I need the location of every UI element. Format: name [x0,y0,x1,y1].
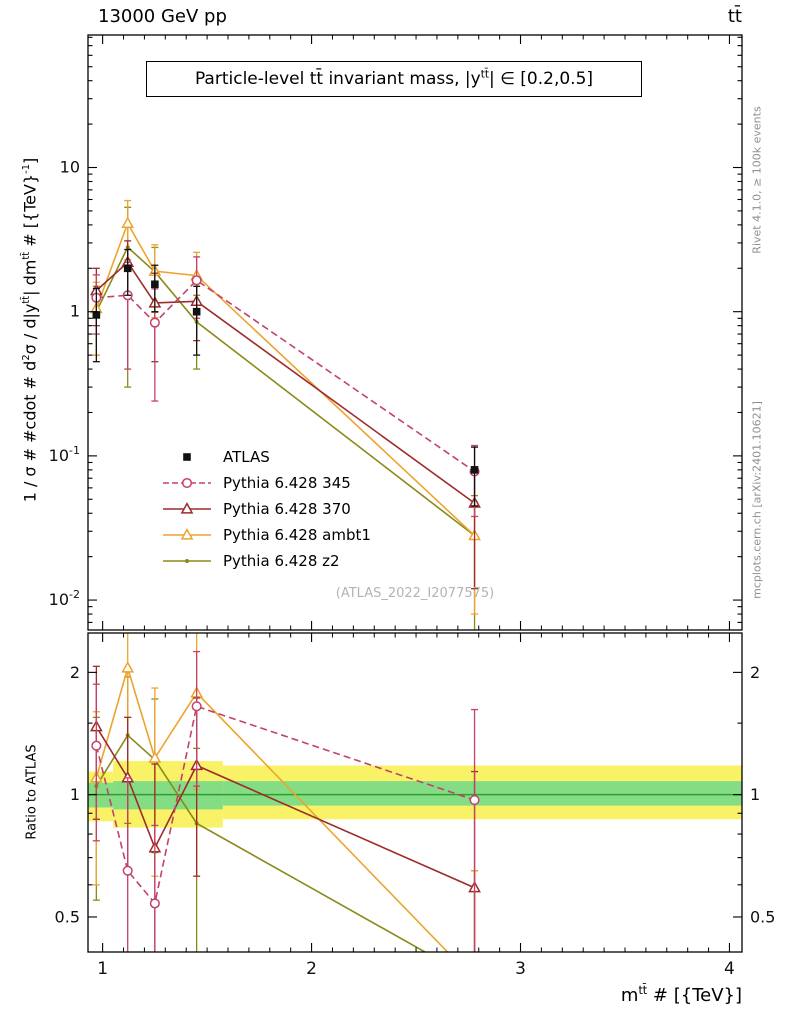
plot-title-text: Particle-level tt̄ invariant mass, |y [194,69,481,89]
legend: ATLAS Pythia 6.428 345 Pythia 6.428 370 … [160,444,371,574]
plot-title: Particle-level tt̄ invariant mass, |ytt̄… [146,61,642,97]
y-axis-sup-tt2: tt̄ [21,251,33,260]
svg-text:4: 4 [724,959,735,979]
legend-item-atlas: ATLAS [160,444,371,470]
ratio-y-axis-title-text: Ratio to ATLAS [24,744,40,840]
svg-text:2: 2 [70,663,80,682]
svg-text:2: 2 [750,663,760,682]
y-axis-title-text4: # [{TeV} [20,173,40,252]
rivet-version-text: Rivet 4.1.0, ≥ 100k events [750,106,764,254]
legend-item-pythia-345: Pythia 6.428 345 [160,470,371,496]
x-axis-sup-tt: tt̄ [638,984,648,997]
svg-text:1: 1 [750,785,760,804]
legend-label-pythia-370: Pythia 6.428 370 [223,500,351,518]
legend-swatch-atlas-icon [183,453,191,461]
svg-text:1: 1 [97,959,108,979]
legend-swatch-pythia-z2-icon [163,559,211,563]
svg-text:0.5: 0.5 [750,907,775,926]
svg-text:10-1: 10-1 [49,444,80,465]
legend-item-pythia-370: Pythia 6.428 370 [160,496,371,522]
legend-label-pythia-ambt1: Pythia 6.428 ambt1 [223,526,371,544]
svg-text:3: 3 [515,959,526,979]
mcplots-reference-text: mcplots.cern.ch [arXiv:2401.10621] [750,401,764,599]
plot-title-tail: | ∈ [0.2,0.5] [488,69,594,89]
x-axis-title: mtt̄ # [{TeV}] [621,985,742,1006]
legend-item-pythia-z2: Pythia 6.428 z2 [160,548,371,574]
legend-swatch-pythia-ambt1-icon [163,528,211,540]
svg-text:10-2: 10-2 [49,588,80,609]
x-axis-title-text: m [620,985,639,1006]
legend-item-pythia-ambt1: Pythia 6.428 ambt1 [160,522,371,548]
y-axis-title-text3: | dm [20,259,40,296]
analysis-id-watermark: (ATLAS_2022_I2077575) [335,586,495,601]
plot-title-sup: tt̄ [480,68,489,81]
svg-text:10: 10 [60,158,80,177]
beam-energy-label: 13000 GeV pp [98,6,227,27]
svg-text:0.5: 0.5 [55,907,80,926]
y-axis-sup-inv: -1 [21,163,33,174]
legend-swatch-pythia-345-icon [163,477,211,489]
y-axis-title-text2: σ / d|y [20,303,40,355]
y-axis-title-text5: ] [20,157,40,164]
svg-text:1: 1 [70,302,80,321]
legend-label-pythia-z2: Pythia 6.428 z2 [223,552,340,570]
y-axis-sup-2: 2 [21,354,33,361]
legend-label-pythia-345: Pythia 6.428 345 [223,474,351,492]
svg-text:2: 2 [306,959,317,979]
legend-swatch-pythia-370-icon [163,502,211,514]
process-label: tt̄ [727,6,742,27]
legend-label-atlas: ATLAS [223,448,270,466]
y-axis-title-text: 1 / σ # #cdot # d [20,360,40,503]
y-axis-sup-tt: tt̄ [21,295,33,304]
svg-text:1: 1 [70,785,80,804]
x-axis-title-tail: # [{TeV}] [647,985,742,1006]
